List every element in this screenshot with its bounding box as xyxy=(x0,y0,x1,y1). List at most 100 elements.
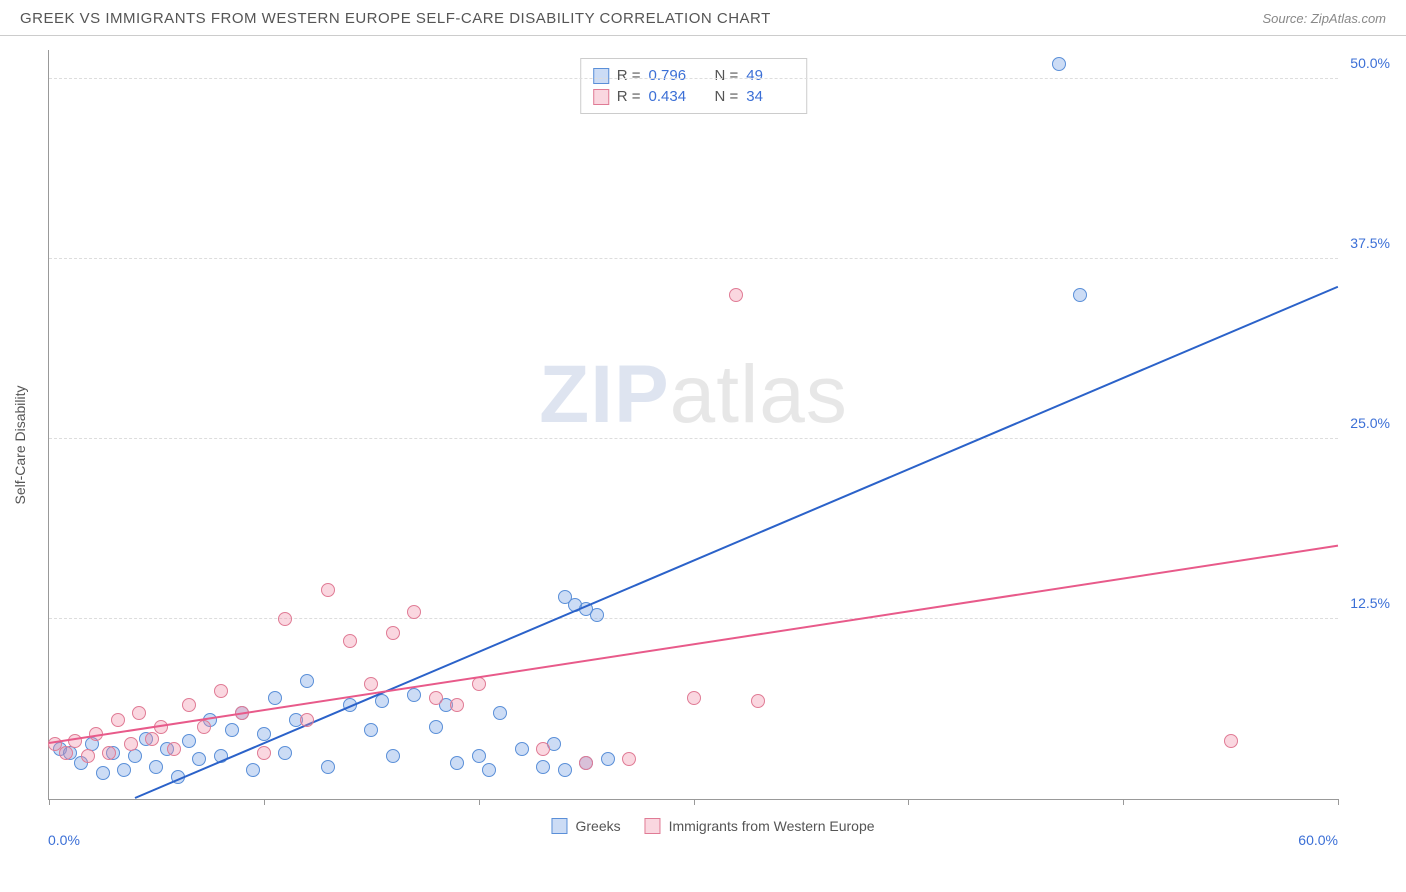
data-point xyxy=(268,691,282,705)
chart-title: GREEK VS IMMIGRANTS FROM WESTERN EUROPE … xyxy=(20,10,771,27)
data-point xyxy=(300,713,314,727)
trend-line xyxy=(135,286,1339,799)
r-value-greeks: 0.796 xyxy=(649,67,697,84)
legend-swatch-icon xyxy=(551,818,567,834)
data-point xyxy=(407,605,421,619)
data-point xyxy=(321,760,335,774)
x-tick xyxy=(49,799,50,805)
plot-area: ZIPatlas R = 0.796 N = 49 R = 0.434 N = … xyxy=(48,50,1338,800)
x-max-label: 60.0% xyxy=(1298,832,1338,848)
legend-swatch-icon xyxy=(645,818,661,834)
chart-container: Self-Care Disability ZIPatlas R = 0.796 … xyxy=(48,50,1378,840)
gridline xyxy=(49,258,1338,259)
y-tick-label: 37.5% xyxy=(1350,235,1390,251)
data-point xyxy=(214,684,228,698)
x-tick xyxy=(264,799,265,805)
data-point xyxy=(167,742,181,756)
legend-row-greeks: R = 0.796 N = 49 xyxy=(593,65,795,86)
x-tick xyxy=(908,799,909,805)
data-point xyxy=(1073,288,1087,302)
r-value-immigrants: 0.434 xyxy=(649,88,697,105)
x-tick xyxy=(1123,799,1124,805)
series-legend: Greeks Immigrants from Western Europe xyxy=(551,818,874,834)
data-point xyxy=(515,742,529,756)
data-point xyxy=(145,732,159,746)
data-point xyxy=(482,763,496,777)
data-point xyxy=(364,677,378,691)
y-tick-label: 25.0% xyxy=(1350,415,1390,431)
gridline xyxy=(49,438,1338,439)
data-point xyxy=(579,756,593,770)
data-point xyxy=(450,756,464,770)
data-point xyxy=(493,706,507,720)
correlation-legend: R = 0.796 N = 49 R = 0.434 N = 34 xyxy=(580,58,808,114)
watermark-zip: ZIP xyxy=(539,349,670,440)
legend-swatch-immigrants xyxy=(593,89,609,105)
watermark: ZIPatlas xyxy=(539,348,848,442)
data-point xyxy=(386,626,400,640)
n-value-greeks: 49 xyxy=(746,67,794,84)
r-label: R = xyxy=(617,88,641,105)
n-label: N = xyxy=(715,67,739,84)
data-point xyxy=(278,746,292,760)
legend-item-greeks: Greeks xyxy=(551,818,620,834)
n-value-immigrants: 34 xyxy=(746,88,794,105)
n-label: N = xyxy=(715,88,739,105)
data-point xyxy=(149,760,163,774)
watermark-atlas: atlas xyxy=(670,349,848,440)
data-point xyxy=(429,720,443,734)
data-point xyxy=(117,763,131,777)
legend-row-immigrants: R = 0.434 N = 34 xyxy=(593,86,795,107)
data-point xyxy=(472,749,486,763)
data-point xyxy=(192,752,206,766)
data-point xyxy=(558,763,572,777)
data-point xyxy=(111,713,125,727)
data-point xyxy=(182,734,196,748)
x-tick xyxy=(694,799,695,805)
data-point xyxy=(751,694,765,708)
data-point xyxy=(687,691,701,705)
data-point xyxy=(257,746,271,760)
data-point xyxy=(429,691,443,705)
data-point xyxy=(536,760,550,774)
source-attribution: Source: ZipAtlas.com xyxy=(1262,11,1386,26)
data-point xyxy=(102,746,116,760)
gridline xyxy=(49,618,1338,619)
data-point xyxy=(536,742,550,756)
y-tick-label: 12.5% xyxy=(1350,595,1390,611)
x-min-label: 0.0% xyxy=(48,832,80,848)
data-point xyxy=(343,634,357,648)
legend-item-immigrants: Immigrants from Western Europe xyxy=(645,818,875,834)
data-point xyxy=(182,698,196,712)
data-point xyxy=(300,674,314,688)
data-point xyxy=(59,746,73,760)
legend-label-immigrants: Immigrants from Western Europe xyxy=(669,818,875,834)
data-point xyxy=(197,720,211,734)
data-point xyxy=(246,763,260,777)
trend-line xyxy=(49,545,1338,744)
data-point xyxy=(278,612,292,626)
r-label: R = xyxy=(617,67,641,84)
data-point xyxy=(124,737,138,751)
data-point xyxy=(729,288,743,302)
data-point xyxy=(386,749,400,763)
x-tick xyxy=(479,799,480,805)
data-point xyxy=(450,698,464,712)
data-point xyxy=(601,752,615,766)
gridline xyxy=(49,78,1338,79)
data-point xyxy=(407,688,421,702)
data-point xyxy=(81,749,95,763)
data-point xyxy=(321,583,335,597)
data-point xyxy=(1052,57,1066,71)
y-axis-label: Self-Care Disability xyxy=(12,385,28,504)
header: GREEK VS IMMIGRANTS FROM WESTERN EUROPE … xyxy=(0,0,1406,36)
legend-swatch-greeks xyxy=(593,68,609,84)
legend-label-greeks: Greeks xyxy=(575,818,620,834)
y-tick-label: 50.0% xyxy=(1350,55,1390,71)
data-point xyxy=(132,706,146,720)
data-point xyxy=(1224,734,1238,748)
data-point xyxy=(225,723,239,737)
data-point xyxy=(364,723,378,737)
data-point xyxy=(622,752,636,766)
data-point xyxy=(96,766,110,780)
